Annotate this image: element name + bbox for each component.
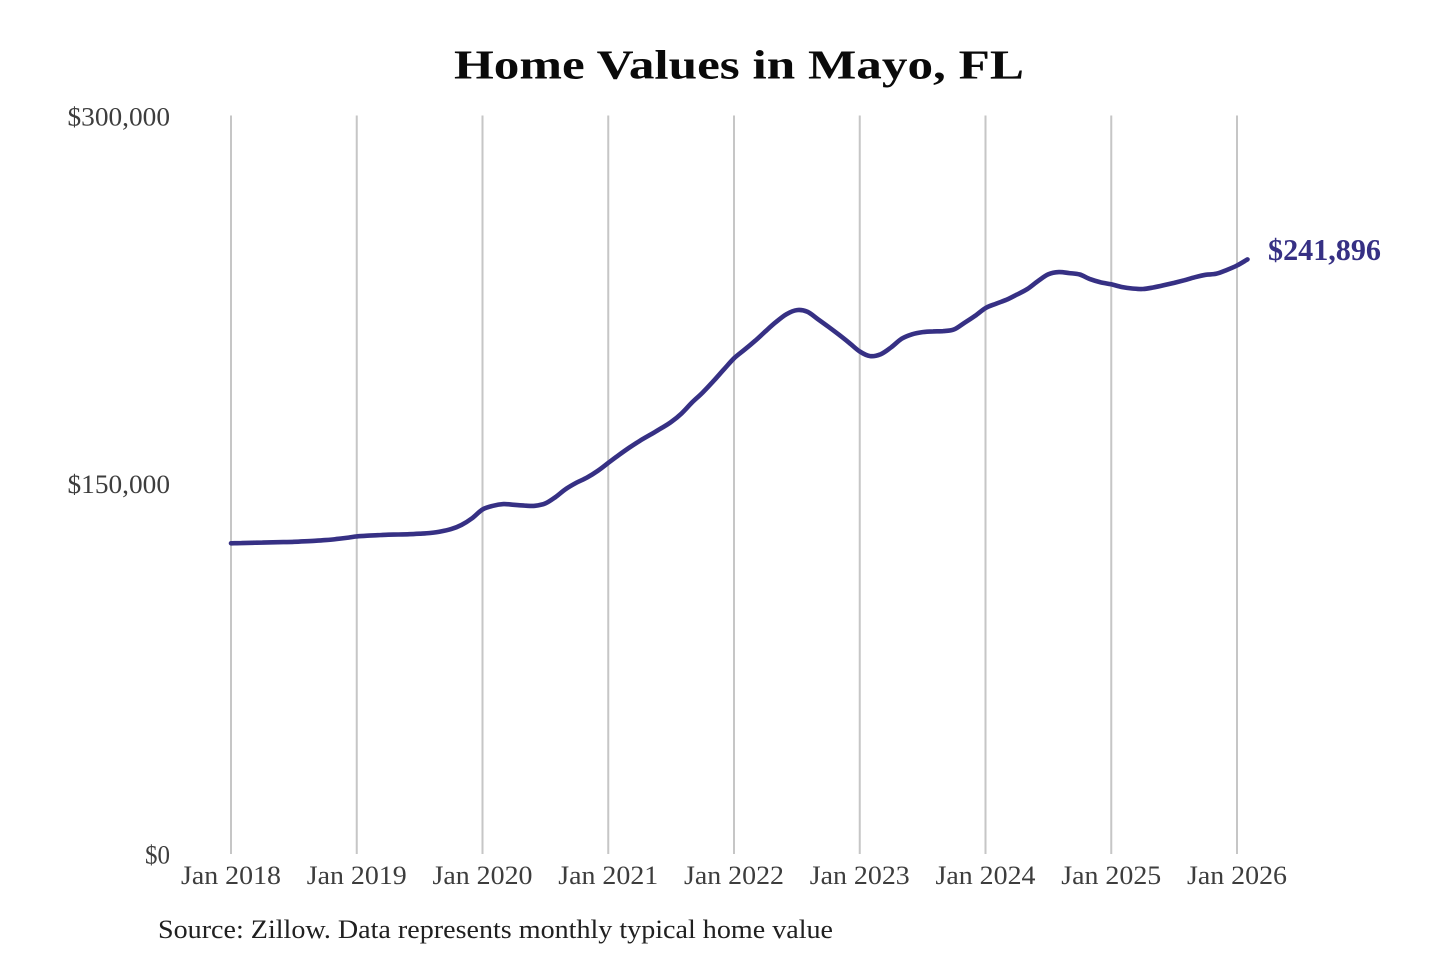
- svg-text:$0: $0: [145, 841, 170, 870]
- svg-text:Jan 2022: Jan 2022: [684, 861, 784, 890]
- svg-text:Source: Zillow. Data represent: Source: Zillow. Data represents monthly …: [158, 915, 833, 944]
- svg-text:$241,896: $241,896: [1268, 232, 1381, 267]
- svg-text:$150,000: $150,000: [68, 470, 171, 499]
- svg-text:Jan 2025: Jan 2025: [1061, 861, 1161, 890]
- svg-text:Jan 2021: Jan 2021: [558, 861, 658, 890]
- svg-text:$300,000: $300,000: [68, 103, 171, 132]
- svg-text:Jan 2024: Jan 2024: [936, 861, 1036, 890]
- svg-text:Jan 2026: Jan 2026: [1187, 861, 1287, 890]
- svg-text:Jan 2020: Jan 2020: [433, 861, 533, 890]
- svg-text:Jan 2023: Jan 2023: [810, 861, 910, 890]
- svg-text:Home Values in Mayo, FL: Home Values in Mayo, FL: [454, 42, 1024, 88]
- svg-text:Jan 2018: Jan 2018: [181, 861, 281, 890]
- svg-text:Jan 2019: Jan 2019: [307, 861, 407, 890]
